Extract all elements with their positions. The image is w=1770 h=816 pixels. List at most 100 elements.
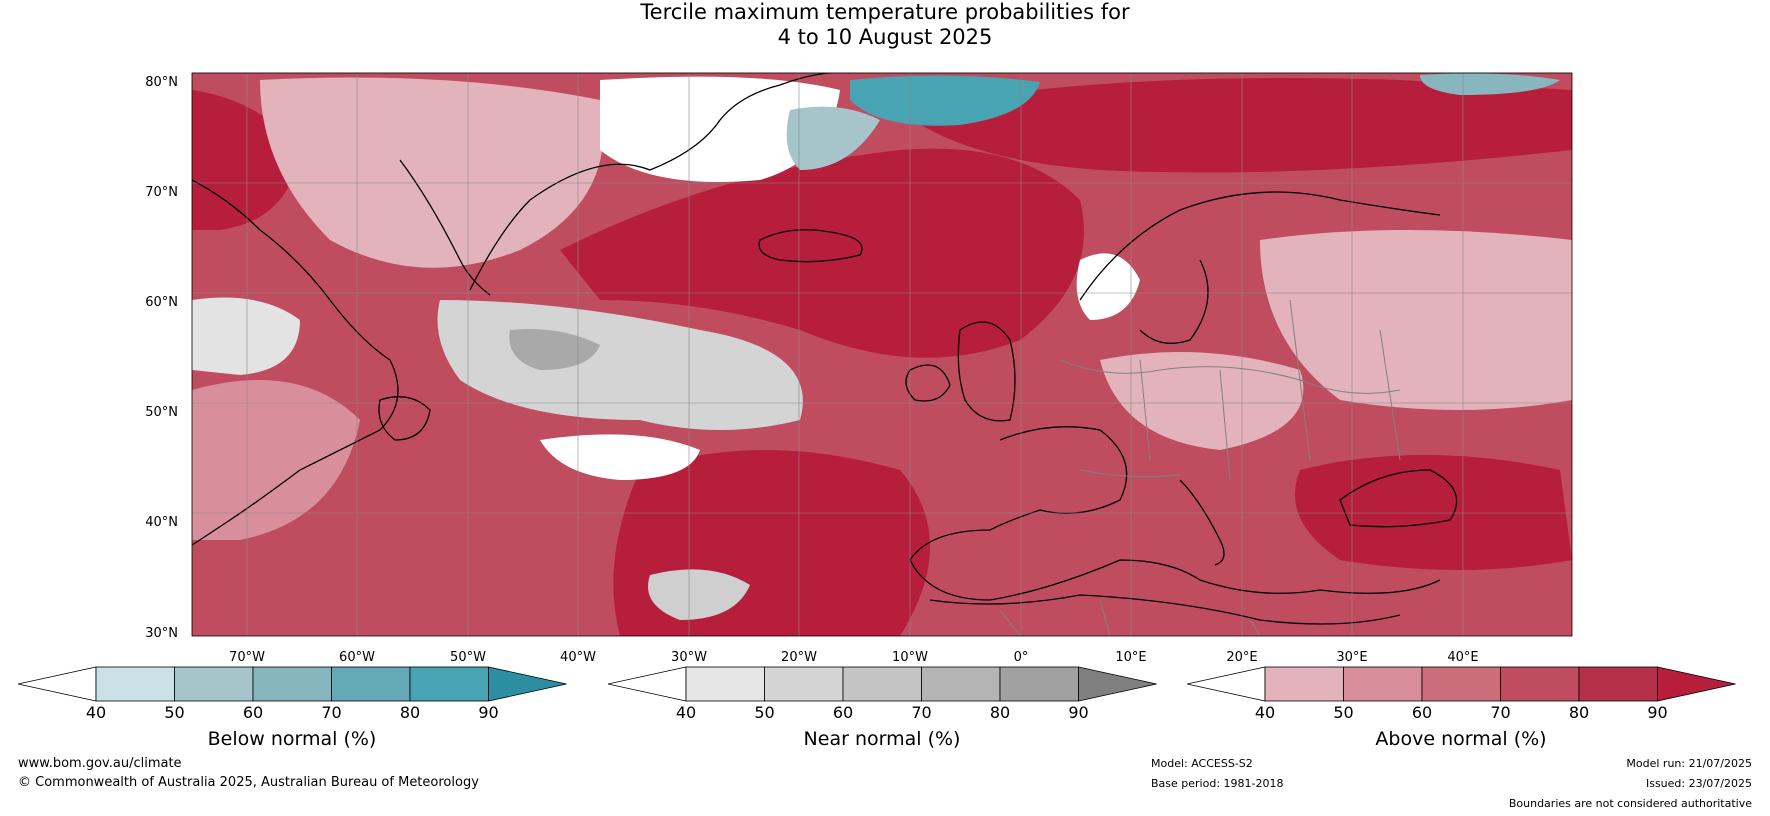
colorbar-segment: [95, 666, 175, 702]
lon-label: 20°W: [781, 650, 817, 665]
lat-label: 30°N: [145, 626, 178, 641]
coastline-iceland: [758, 229, 863, 263]
colorbar-tick-label: 90: [1647, 703, 1668, 722]
colorbar-segment: [174, 666, 254, 702]
colorbar-label-near: Near normal (%): [803, 728, 961, 750]
white-area-atlantic: [540, 434, 700, 480]
borders-europe: [1059, 299, 1401, 481]
map-area: [192, 73, 1572, 636]
near-normal-region-south: [648, 569, 750, 620]
coastline-italy: [1179, 479, 1225, 566]
lon-label: 10°E: [1115, 650, 1147, 665]
colorbar-segment: [685, 666, 765, 702]
colorbar-segment: [1500, 666, 1580, 702]
colorbar-tick-label: 70: [321, 703, 342, 722]
colorbar-below-normal: [18, 666, 567, 702]
colorbar-arrow-left: [1187, 666, 1266, 702]
below-normal-region-ne: [1420, 73, 1560, 95]
colorbar-arrow-right: [488, 666, 567, 702]
coastline-greenland: [469, 73, 850, 291]
colorbar-segment: [842, 666, 922, 702]
lat-label: 60°N: [145, 295, 178, 310]
colorbar-segment: [1578, 666, 1658, 702]
coastline-newfoundland: [378, 396, 431, 441]
above-light-region-russia: [1260, 230, 1572, 410]
lat-label: 70°N: [145, 185, 178, 200]
lon-label: 0°: [1013, 650, 1029, 665]
colorbar-tick-label: 80: [989, 703, 1011, 722]
above-dark-region-east: [1295, 455, 1572, 570]
colorbar-segment: [252, 666, 332, 702]
colorbar-segment: [331, 666, 411, 702]
colorbar-tick-label: 70: [911, 703, 932, 722]
coastline-scandinavia: [1079, 191, 1441, 344]
lon-label: 10°W: [892, 650, 928, 665]
coastline-north-africa: [929, 594, 1401, 625]
colorbar-above-normal: [1187, 666, 1736, 702]
coastline-ireland: [905, 364, 951, 402]
colorbar-tick-label: 50: [164, 703, 185, 722]
copyright-text: © Commonwealth of Australia 2025, Austra…: [18, 775, 479, 790]
colorbar-segment: [409, 666, 489, 702]
colorbar-tick-label: 90: [1068, 703, 1089, 722]
colorbar-tick-label: 80: [399, 703, 421, 722]
colorbar-tick-label: 60: [832, 703, 854, 722]
lon-label: 30°E: [1336, 650, 1368, 665]
chart-title: Tercile maximum temperature probabilitie…: [0, 0, 1770, 50]
map-frame: [191, 72, 1573, 637]
colorbar-segment: [764, 666, 844, 702]
coastline-british-isles: [957, 321, 1016, 422]
below-normal-region-arctic-light: [786, 106, 880, 170]
colorbar-near-normal: [608, 666, 1157, 702]
colorbar-tick-label: 60: [242, 703, 264, 722]
colorbar-tick-label: 40: [1254, 703, 1276, 722]
title-line-2: 4 to 10 August 2025: [777, 25, 993, 49]
colorbar-tick-label: 40: [85, 703, 107, 722]
above-dark-region-arctic: [900, 78, 1572, 173]
lon-label: 30°W: [671, 650, 707, 665]
above-dark-region-atlantic: [560, 148, 1084, 358]
issued-text: Issued: 23/07/2025: [1645, 777, 1752, 790]
graticule: [192, 72, 1572, 636]
title-line-1: Tercile maximum temperature probabilitie…: [640, 0, 1130, 24]
colorbar-tick-label: 50: [1333, 703, 1354, 722]
below-normal-region-arctic: [850, 75, 1040, 126]
near-normal-region-canada: [192, 297, 300, 375]
colorbar-tick-label: 80: [1568, 703, 1590, 722]
coastline-black-sea: [1339, 469, 1458, 528]
colorbar-arrow-left: [18, 666, 97, 702]
colorbar-arrow-right: [1078, 666, 1157, 702]
colorbar-tick-label: 70: [1490, 703, 1511, 722]
base-period-text: Base period: 1981-2018: [1151, 777, 1284, 790]
lat-label: 80°N: [145, 75, 178, 90]
lat-label: 40°N: [145, 515, 178, 530]
model-text: Model: ACCESS-S2: [1151, 757, 1253, 770]
borders-africa: [999, 599, 1261, 636]
coastline-greenland-west: [399, 159, 491, 296]
lon-label: 20°E: [1226, 650, 1258, 665]
colorbar-tick-label: 60: [1411, 703, 1433, 722]
colorbar-tick-label: 90: [478, 703, 499, 722]
lon-label: 40°E: [1447, 650, 1479, 665]
website-link[interactable]: www.bom.gov.au/climate: [18, 756, 182, 771]
lon-label: 60°W: [339, 650, 375, 665]
near-normal-region-dark: [509, 329, 600, 370]
white-area-greenland: [600, 76, 840, 182]
lon-label: 50°W: [450, 650, 486, 665]
colorbar-label-above: Above normal (%): [1375, 728, 1547, 750]
colorbar-segment: [999, 666, 1079, 702]
colorbar-segment: [1421, 666, 1501, 702]
above-light-region-europe: [1100, 352, 1304, 450]
disclaimer-text: Boundaries are not considered authoritat…: [1508, 797, 1752, 810]
model-run-text: Model run: 21/07/2025: [1626, 757, 1752, 770]
colorbar-segment: [1264, 666, 1344, 702]
white-area-scandinavia: [1076, 253, 1140, 320]
colorbar-arrow-right: [1657, 666, 1736, 702]
lon-label: 40°W: [560, 650, 596, 665]
colorbar-arrow-left: [608, 666, 687, 702]
colorbar-segment: [1343, 666, 1423, 702]
colorbar-segment: [921, 666, 1001, 702]
colorbar-tick-label: 50: [754, 703, 775, 722]
lon-label: 70°W: [229, 650, 265, 665]
